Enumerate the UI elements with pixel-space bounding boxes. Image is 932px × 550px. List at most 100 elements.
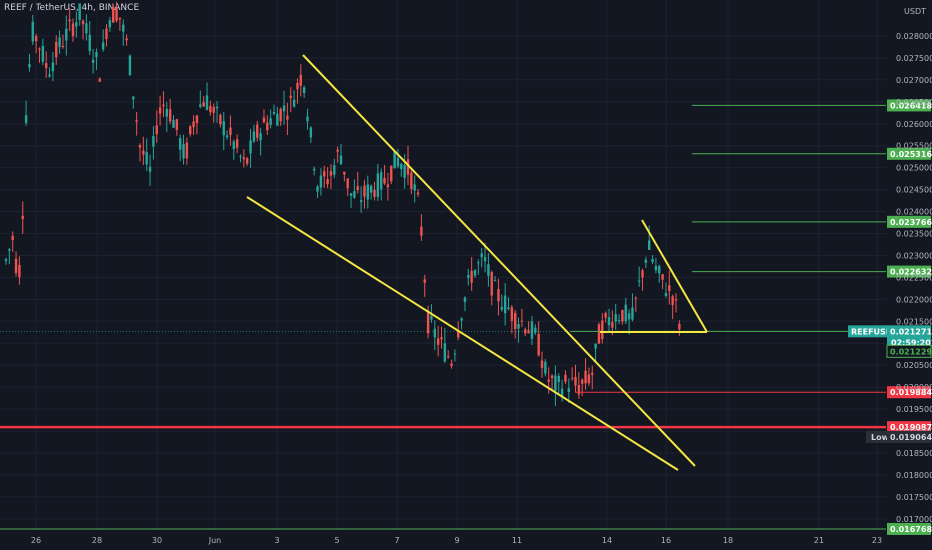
y-tick-label: 0.024500 (896, 186, 932, 195)
y-axis: 0.028000 0.027500 0.027000 0.026500 0.026000… (896, 32, 932, 524)
y-tick-label: 0.027000 (896, 76, 932, 85)
candle-body (349, 193, 353, 196)
candle-body (413, 184, 416, 191)
candle-body (58, 37, 61, 48)
candle-body (604, 312, 607, 318)
candle-body (631, 307, 634, 320)
candle-body (396, 158, 400, 167)
candle-body (95, 52, 98, 58)
candle-body (436, 338, 440, 345)
candle-body (235, 139, 239, 148)
y-tick-label: 0.025000 (896, 164, 932, 173)
candle-body (302, 87, 306, 93)
candle-body (209, 105, 212, 113)
candle-body (641, 270, 644, 278)
candle-body (668, 285, 671, 292)
candle-body (487, 264, 490, 276)
candle-body (557, 375, 560, 383)
y-tick-label: 0.026500 (896, 98, 932, 107)
candle-body (306, 116, 309, 122)
y-tick-label: 0.021500 (896, 317, 932, 326)
candle-body (272, 111, 276, 114)
candle-body (38, 48, 41, 50)
candle-body (4, 259, 8, 262)
candle-body (329, 171, 333, 176)
candle-body (483, 256, 487, 262)
candle-body (627, 313, 631, 320)
candle-body (447, 355, 450, 357)
level-tag-label: 0.022632 (890, 268, 932, 277)
y-tick-label: 0.019500 (896, 405, 932, 414)
horizontal-levels: 0.026418 0.025316 0.023766 0.022632 0.019884… (0, 99, 932, 535)
candle-body (514, 312, 517, 330)
candle-body (651, 258, 654, 262)
candle-body (426, 310, 430, 334)
level-tag (887, 386, 931, 399)
y-tick-label: 0.027500 (896, 54, 932, 63)
trend-line (641, 219, 708, 333)
candle-body (366, 184, 369, 200)
candle-body (21, 215, 24, 219)
candle-body (14, 258, 18, 273)
candle-body (195, 115, 199, 123)
candle-body (88, 34, 91, 51)
candle-body (617, 319, 621, 321)
candle-body (443, 343, 447, 362)
candle-body (520, 320, 524, 322)
candle-body (323, 171, 326, 177)
candle-body (296, 82, 299, 90)
candle-body (78, 3, 81, 21)
x-tick-label: 5 (334, 536, 339, 545)
level-tag (887, 421, 931, 434)
candle-body (346, 178, 349, 189)
candle-body (48, 74, 51, 77)
candle-body (232, 141, 235, 150)
candle-body (309, 127, 313, 138)
candle-body (390, 165, 393, 182)
candle-body (112, 6, 115, 23)
candle-body (470, 271, 473, 283)
candle-body (125, 38, 128, 41)
candle-body (363, 185, 366, 197)
y-tick-label: 0.020000 (896, 383, 932, 392)
candle-body (587, 374, 591, 384)
candle-body (162, 104, 165, 107)
candle-body (192, 121, 195, 128)
candle-body (286, 115, 289, 120)
candle-body (540, 360, 544, 368)
level-tag (887, 215, 931, 228)
candle-body (262, 117, 266, 123)
candle-body (152, 135, 155, 147)
candle-body (34, 36, 38, 42)
candle-body (507, 307, 510, 310)
candle-body (517, 324, 520, 329)
candle-body (45, 63, 48, 68)
x-tick-label: 28 (92, 536, 102, 545)
candle-body (132, 96, 135, 100)
candle-body (222, 121, 225, 136)
candle-body (393, 151, 396, 169)
candle-body (410, 172, 413, 190)
candle-body (634, 297, 637, 299)
x-tick-label: Jun (208, 536, 222, 545)
candle-body (356, 186, 359, 191)
candle-body (98, 78, 101, 82)
candle-body (420, 226, 423, 236)
candle-body (400, 163, 403, 170)
x-tick-label: 30 (152, 536, 162, 545)
candle-body (289, 95, 292, 99)
current-price-label: 0.021271 (890, 327, 932, 336)
candle-body (450, 363, 453, 367)
level-tag-label: 0.023766 (890, 218, 932, 227)
candle-body (85, 23, 88, 34)
other-price-label: 0.021229 (890, 347, 932, 356)
candle-body (423, 279, 426, 283)
candle-body (480, 253, 483, 258)
candle-body (490, 272, 493, 296)
candle-body (51, 62, 55, 72)
candle-body (276, 113, 279, 126)
candle-body (607, 317, 611, 326)
x-axis: 26 28 30 Jun 3 5 7 9 11 14 16 18 21 23 (31, 536, 882, 545)
other-price-tag (886, 344, 932, 358)
